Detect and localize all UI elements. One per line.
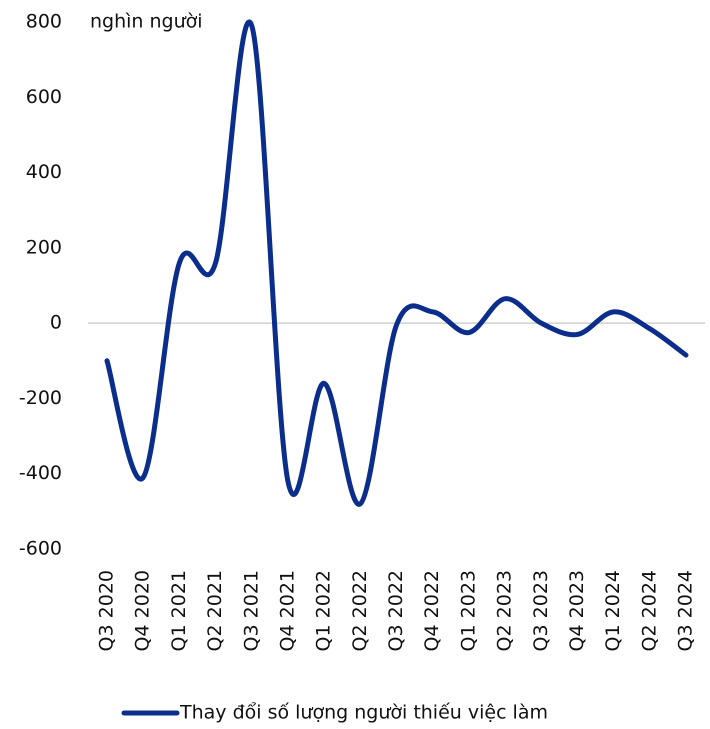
x-tick-label: Q2 2022 <box>349 570 371 651</box>
x-tick-label: Q3 2020 <box>96 570 118 651</box>
x-tick-label: Q4 2023 <box>566 570 588 651</box>
y-tick-label: 400 <box>26 161 62 183</box>
y-tick-label: 800 <box>26 11 62 33</box>
y-tick-label: -400 <box>19 462 62 484</box>
x-tick-label: Q3 2024 <box>675 570 697 651</box>
x-tick-label: Q4 2020 <box>132 570 154 651</box>
y-tick-label: 600 <box>26 86 62 108</box>
y-tick-label: -600 <box>19 538 62 560</box>
line <box>104 19 689 507</box>
y-tick-label: -200 <box>19 387 62 409</box>
x-tick-label: Q3 2021 <box>240 570 262 651</box>
x-tick-label: Q1 2023 <box>457 570 479 651</box>
x-tick-label: Q3 2022 <box>385 570 407 651</box>
x-tick-label: Q2 2021 <box>204 570 226 651</box>
x-tick-label: Q3 2023 <box>530 570 552 651</box>
x-tick-label: Q4 2022 <box>421 570 443 651</box>
x-tick-label: Q1 2024 <box>602 570 624 651</box>
x-tick-label: Q4 2021 <box>276 570 298 651</box>
y-tick-label: 0 <box>50 312 62 334</box>
x-tick-label: Q2 2024 <box>638 570 660 651</box>
x-tick-label: Q2 2023 <box>494 570 516 651</box>
legend-label: Thay đổi số lượng người thiếu việc làm <box>179 702 548 724</box>
x-tick-label: Q1 2022 <box>313 570 335 651</box>
unit-label: nghìn người <box>90 11 203 33</box>
x-tick-label: Q1 2021 <box>168 570 190 651</box>
y-tick-label: 200 <box>26 236 62 258</box>
